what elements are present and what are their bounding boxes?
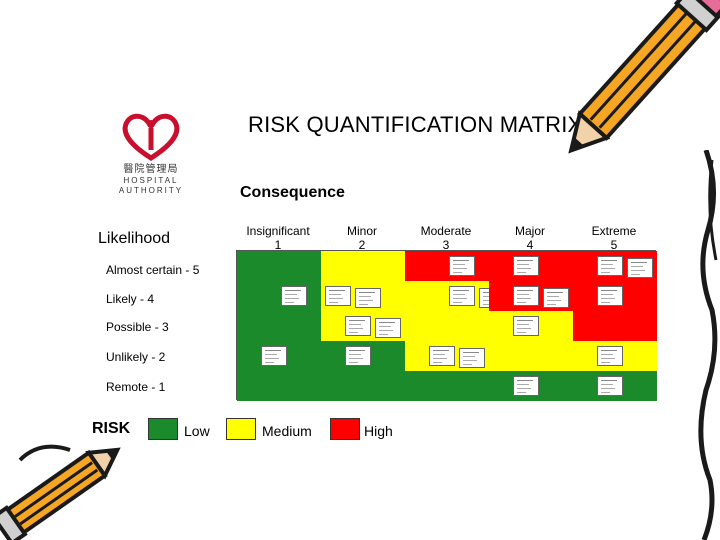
legend-low-label: Low bbox=[184, 423, 210, 439]
document-thumbnail-icon bbox=[355, 288, 381, 308]
likelihood-label: Likelihood bbox=[98, 230, 171, 247]
document-thumbnail-icon bbox=[513, 256, 539, 276]
document-thumbnail-icon bbox=[261, 346, 287, 366]
matrix-cell-r1-c2 bbox=[321, 371, 405, 401]
row-label-likely: Likely - 4 bbox=[106, 292, 155, 306]
squiggle-doodle-icon bbox=[698, 150, 718, 540]
matrix-cell-r2-c5 bbox=[573, 341, 657, 371]
legend-medium-swatch bbox=[226, 418, 256, 440]
matrix-cell-r3-c5 bbox=[573, 311, 657, 341]
document-thumbnail-icon bbox=[597, 346, 623, 366]
matrix-cell-r5-c1 bbox=[237, 251, 321, 281]
row-label-possible: Possible - 3 bbox=[106, 320, 169, 334]
legend-low-swatch bbox=[148, 418, 178, 440]
matrix-cell-r1-c1 bbox=[237, 371, 321, 401]
matrix-cell-r2-c3 bbox=[405, 341, 489, 371]
matrix-cell-r2-c1 bbox=[237, 341, 321, 371]
matrix-cell-r1-c3 bbox=[405, 371, 489, 401]
column-header-number: 5 bbox=[610, 238, 618, 252]
column-header-minor: Minor 2 bbox=[320, 224, 404, 252]
column-header-name: Minor bbox=[346, 224, 377, 238]
matrix-cell-r4-c3 bbox=[405, 281, 505, 311]
matrix-cell-r5-c2 bbox=[321, 251, 405, 281]
page-title: RISK QUANTIFICATION MATRIX bbox=[248, 112, 583, 137]
matrix-cell-r4-c1 bbox=[237, 281, 321, 311]
column-header-major: Major 4 bbox=[488, 224, 572, 252]
column-header-name: Major bbox=[514, 224, 545, 238]
matrix-cell-r2-c4 bbox=[489, 341, 573, 371]
column-header-number: 2 bbox=[358, 238, 366, 252]
document-thumbnail-icon bbox=[543, 288, 569, 308]
document-thumbnail-icon bbox=[627, 258, 653, 278]
pencil-icon bbox=[568, 0, 720, 154]
column-header-moderate: Moderate 3 bbox=[404, 224, 488, 252]
logo-chinese-text: 醫院管理局 bbox=[123, 164, 179, 175]
column-header-number: 1 bbox=[274, 238, 282, 252]
consequence-label: Consequence bbox=[240, 184, 345, 201]
column-header-extreme: Extreme 5 bbox=[572, 224, 656, 252]
document-thumbnail-icon bbox=[375, 318, 401, 338]
document-thumbnail-icon bbox=[325, 286, 351, 306]
matrix-cell-r1-c4 bbox=[489, 371, 573, 401]
document-thumbnail-icon bbox=[429, 346, 455, 366]
matrix-cell-r3-c1 bbox=[237, 311, 321, 341]
document-thumbnail-icon bbox=[597, 376, 623, 396]
legend-high-label: High bbox=[364, 423, 393, 439]
hospital-authority-logo-icon bbox=[122, 113, 180, 161]
legend-risk-label: RISK bbox=[92, 420, 131, 437]
matrix-cell-r3-c3 bbox=[405, 311, 489, 341]
document-thumbnail-icon bbox=[513, 286, 539, 306]
column-header-number: 3 bbox=[442, 238, 450, 252]
document-thumbnail-icon bbox=[449, 286, 475, 306]
matrix-cell-r5-c4 bbox=[489, 251, 573, 281]
matrix-cell-r3-c4 bbox=[489, 311, 573, 341]
matrix-cell-r4-c4 bbox=[489, 281, 573, 311]
legend-high-swatch bbox=[330, 418, 360, 440]
matrix-cell-r2-c2 bbox=[321, 341, 405, 371]
document-thumbnail-icon bbox=[345, 316, 371, 336]
matrix-cell-r3-c2 bbox=[321, 311, 405, 341]
matrix-cell-r5-c5 bbox=[573, 251, 657, 281]
column-header-insignificant: Insignificant 1 bbox=[236, 224, 320, 252]
column-header-number: 4 bbox=[526, 238, 534, 252]
document-thumbnail-icon bbox=[281, 286, 307, 306]
matrix-cell-r1-c5 bbox=[573, 371, 657, 401]
document-thumbnail-icon bbox=[513, 376, 539, 396]
column-header-name: Insignificant bbox=[246, 224, 310, 238]
document-thumbnail-icon bbox=[597, 256, 623, 276]
column-header-name: Moderate bbox=[420, 224, 472, 238]
matrix-cell-r4-c5 bbox=[573, 281, 657, 311]
document-thumbnail-icon bbox=[449, 256, 475, 276]
row-label-almost-certain: Almost certain - 5 bbox=[106, 263, 200, 277]
legend-medium-label: Medium bbox=[262, 423, 312, 439]
document-thumbnail-icon bbox=[345, 346, 371, 366]
row-label-remote: Remote - 1 bbox=[106, 380, 166, 394]
document-thumbnail-icon bbox=[513, 316, 539, 336]
matrix-cell-r5-c3 bbox=[405, 251, 489, 281]
row-label-unlikely: Unlikely - 2 bbox=[106, 350, 166, 364]
document-thumbnail-icon bbox=[597, 286, 623, 306]
logo-text-hospital: HOSPITAL bbox=[123, 176, 179, 185]
matrix-cell-r4-c2 bbox=[321, 281, 405, 311]
column-header-name: Extreme bbox=[591, 224, 637, 238]
logo-text-authority: AUTHORITY bbox=[118, 186, 184, 195]
risk-matrix-grid bbox=[236, 250, 657, 401]
pencil-icon bbox=[0, 444, 121, 540]
document-thumbnail-icon bbox=[459, 348, 485, 368]
